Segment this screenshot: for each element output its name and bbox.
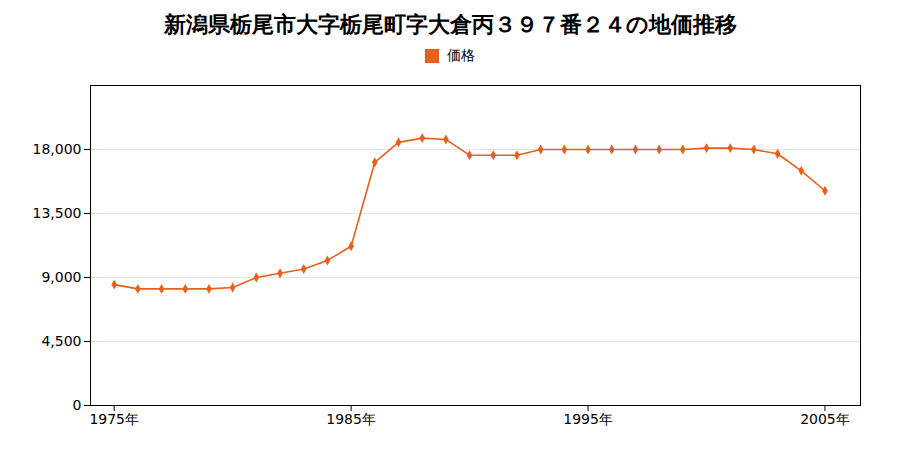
svg-text:0: 0: [73, 397, 82, 413]
svg-text:4,500: 4,500: [41, 333, 81, 349]
svg-text:18,000: 18,000: [33, 141, 82, 157]
svg-text:1985年: 1985年: [326, 411, 376, 427]
html-text:価格: 価格: [447, 47, 475, 63]
svg-text:2005年: 2005年: [800, 411, 850, 427]
html-text:新潟県栃尾市大字栃尾町字大倉丙３９７番２４の地価推移: 新潟県栃尾市大字栃尾町字大倉丙３９７番２４の地価推移: [163, 12, 737, 37]
svg-text:9,000: 9,000: [41, 269, 81, 285]
svg-text:13,500: 13,500: [33, 205, 82, 221]
svg-text:1975年: 1975年: [89, 411, 139, 427]
svg-text:1995年: 1995年: [563, 411, 613, 427]
